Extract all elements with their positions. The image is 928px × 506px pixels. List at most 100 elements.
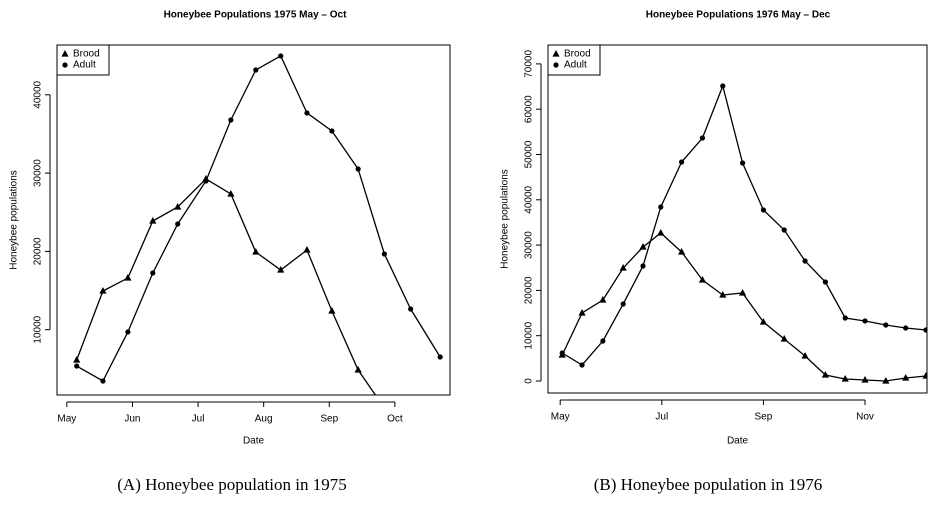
- y-axis-label: Honeybee populations: [9, 170, 20, 270]
- marker: [620, 301, 626, 307]
- marker: [73, 356, 81, 363]
- y-tick-label: 40000: [524, 185, 535, 213]
- marker: [841, 375, 849, 382]
- y-tick-label: 70000: [524, 50, 535, 78]
- marker: [408, 306, 414, 312]
- marker: [760, 207, 767, 213]
- legend-label: Brood: [564, 49, 591, 60]
- marker: [698, 275, 707, 283]
- marker: [354, 366, 362, 373]
- marker: [278, 53, 284, 59]
- y-tick-label: 10000: [33, 315, 44, 343]
- marker: [719, 291, 727, 298]
- marker: [639, 242, 647, 250]
- marker: [882, 376, 890, 384]
- marker: [822, 279, 828, 285]
- y-tick-label: 10000: [524, 321, 535, 349]
- marker: [227, 190, 235, 197]
- plot-frame: [547, 44, 928, 394]
- marker: [903, 325, 909, 331]
- marker: [640, 263, 646, 269]
- marker: [678, 247, 686, 255]
- marker: [600, 338, 606, 344]
- marker: [738, 288, 747, 296]
- marker: [922, 372, 927, 379]
- marker: [329, 128, 335, 134]
- chart-title: Honeybee Populations 1976 May – Dec: [646, 10, 831, 21]
- marker: [599, 295, 607, 303]
- marker: [74, 363, 80, 369]
- x-tick-label: May: [57, 414, 76, 425]
- marker: [802, 258, 808, 264]
- marker: [579, 362, 585, 368]
- marker: [801, 351, 809, 359]
- caption: (A) Honeybee population in 1975: [117, 475, 346, 494]
- series-line: [76, 55, 441, 382]
- marker: [62, 62, 68, 68]
- legend-label: Adult: [73, 60, 96, 71]
- x-tick-label: May: [551, 412, 570, 423]
- marker: [781, 227, 787, 233]
- marker: [657, 228, 665, 236]
- marker: [842, 315, 848, 321]
- marker: [679, 159, 685, 165]
- y-tick-label: 0: [524, 378, 535, 384]
- y-tick-label: 60000: [524, 95, 535, 123]
- x-tick-label: Aug: [255, 414, 273, 425]
- marker: [228, 117, 234, 123]
- plot-area: [73, 53, 443, 411]
- marker: [739, 160, 746, 166]
- x-tick-label: Sep: [320, 414, 338, 425]
- marker: [253, 67, 259, 73]
- marker: [381, 404, 388, 411]
- caption: (B) Honeybee population in 1976: [594, 475, 823, 494]
- marker: [203, 178, 209, 184]
- marker: [100, 378, 106, 384]
- marker: [328, 306, 336, 314]
- marker: [699, 135, 706, 141]
- marker: [277, 266, 285, 273]
- x-axis-label: Date: [727, 436, 749, 447]
- marker: [381, 251, 387, 257]
- marker: [658, 204, 664, 210]
- marker: [174, 203, 182, 210]
- marker: [355, 166, 361, 172]
- marker: [759, 318, 768, 325]
- marker: [883, 322, 889, 328]
- x-tick-label: Nov: [856, 412, 874, 423]
- marker: [99, 287, 107, 294]
- x-axis-label: Date: [243, 436, 265, 447]
- marker: [902, 374, 910, 381]
- marker: [125, 329, 131, 335]
- marker: [552, 50, 560, 57]
- y-tick-label: 50000: [524, 140, 535, 168]
- marker: [578, 308, 586, 316]
- marker: [304, 110, 310, 116]
- legend-label: Adult: [564, 60, 587, 71]
- series-line: [561, 83, 927, 366]
- marker: [553, 62, 559, 68]
- legend-box: [56, 44, 110, 76]
- x-tick-label: Sep: [755, 412, 773, 423]
- legend-label: Brood: [73, 49, 100, 60]
- y-tick-label: 30000: [524, 231, 535, 259]
- marker: [861, 375, 869, 383]
- plot-area: [558, 83, 927, 384]
- marker: [559, 350, 565, 356]
- series-line: [76, 178, 377, 395]
- marker: [780, 335, 788, 342]
- y-axis-label: Honeybee populations: [500, 169, 511, 269]
- marker: [124, 274, 132, 281]
- plot-frame: [56, 44, 451, 396]
- marker: [61, 50, 69, 57]
- chart-title: Honeybee Populations 1975 May – Oct: [164, 10, 348, 21]
- marker: [150, 270, 156, 276]
- marker: [619, 264, 627, 271]
- y-tick-label: 20000: [33, 237, 44, 265]
- marker: [720, 83, 726, 89]
- y-tick-label: 20000: [524, 276, 535, 304]
- marker: [303, 245, 311, 253]
- marker: [862, 318, 868, 324]
- marker: [252, 248, 260, 255]
